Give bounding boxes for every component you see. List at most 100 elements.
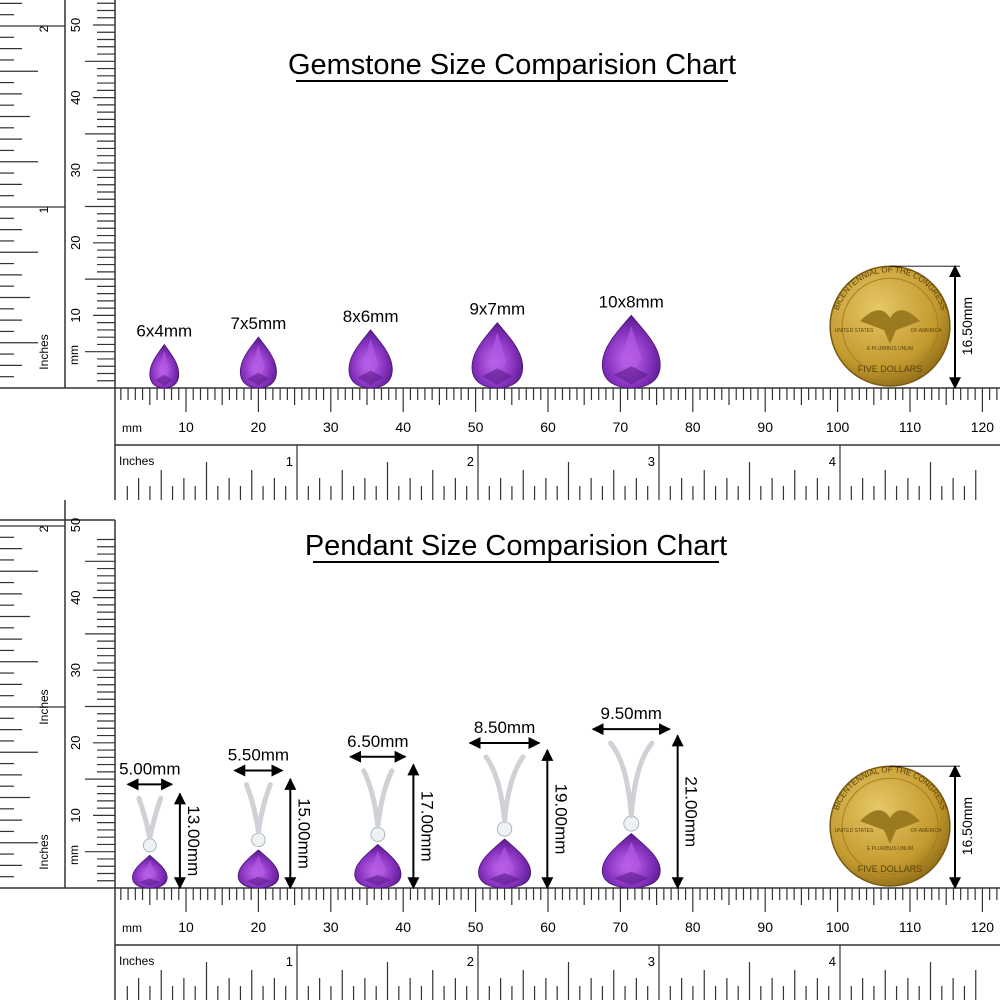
mm-tick-label: 100: [826, 919, 850, 935]
inch-tick-label: 2: [467, 954, 474, 969]
gemstone-size-label: 6x4mm: [136, 321, 192, 340]
gem-facet: [155, 374, 173, 386]
pendant-item: 9.50mm 21.00mm: [591, 704, 701, 890]
gem-facet: [482, 368, 513, 385]
pendant-height-label: 13.00mm: [184, 805, 203, 876]
gemstone-item: 8x6mm: [343, 307, 399, 389]
vertical-inch-unit-label: Inches: [37, 689, 51, 724]
vertical-mm-tick-label: 20: [68, 736, 83, 750]
vertical-mm-unit-label: mm: [67, 845, 81, 865]
coin-diameter-label: 16.50mm: [959, 297, 975, 355]
mm-tick-label: 20: [251, 419, 267, 435]
pendant-bail: [361, 768, 395, 829]
coin-text-left: UNITED STATES: [835, 828, 874, 834]
coin-rim: [841, 777, 939, 875]
pendant-width-label: 5.50mm: [228, 746, 289, 765]
gem-facet: [621, 841, 642, 877]
mm-unit-label: mm: [122, 421, 142, 435]
inch-tick-label: 4: [829, 454, 836, 469]
vertical-inch-tick-label: 1: [37, 206, 51, 213]
pendant-height-label: 17.00mm: [417, 791, 436, 862]
mm-tick-label: 10: [178, 919, 194, 935]
vertical-mm-tick-label: 10: [68, 308, 83, 322]
inch-unit-label: Inches: [119, 954, 154, 968]
diamond-accent: [142, 838, 157, 853]
coin-diameter-label: 16.50mm: [959, 797, 975, 855]
gemstone-item: 6x4mm: [136, 321, 192, 389]
mm-tick-label: 90: [757, 419, 773, 435]
coin-motto: E PLURIBUS UNUM: [867, 846, 913, 852]
mm-tick-label: 80: [685, 919, 701, 935]
vertical-inch-tick-label: 2: [37, 525, 51, 532]
vertical-mm-tick-label: 30: [68, 163, 83, 177]
mm-tick-label: 10: [178, 419, 194, 435]
inch-tick-label: 3: [648, 454, 655, 469]
mm-tick-label: 30: [323, 919, 339, 935]
coin-text-right: OF AMERICA: [911, 328, 943, 334]
vertical-inch-tick-label: 2: [37, 25, 51, 32]
vertical-mm-tick-label: 20: [68, 236, 83, 250]
gem-facet: [363, 874, 392, 886]
pendant-item: 6.50mm 17.00mm: [347, 732, 436, 890]
inch-tick-label: 1: [286, 954, 293, 969]
diamond-accent: [496, 821, 513, 837]
mm-tick-label: 90: [757, 919, 773, 935]
mm-tick-label: 50: [468, 919, 484, 935]
gem-facet: [369, 850, 386, 879]
gemstone-size-label: 7x5mm: [231, 314, 287, 333]
vertical-mm-tick-label: 50: [68, 18, 83, 32]
gemstone-size-label: 9x7mm: [469, 300, 525, 319]
diamond-accent: [370, 827, 386, 842]
diamond-accent: [251, 832, 266, 848]
gem-facet: [143, 860, 156, 881]
vertical-mm-tick-label: 40: [68, 90, 83, 104]
pendant-item: 8.50mm 19.00mm: [468, 718, 570, 890]
coin-motto: E PLURIBUS UNUM: [867, 346, 913, 352]
vertical-mm-tick-label: 10: [68, 808, 83, 822]
gem-facet: [363, 338, 379, 376]
pendant-width-label: 9.50mm: [601, 704, 662, 723]
mm-tick-label: 60: [540, 419, 556, 435]
gem-facet: [357, 370, 384, 386]
mm-tick-label: 80: [685, 419, 701, 435]
gem-facet: [139, 878, 161, 887]
mm-tick-label: 120: [971, 919, 995, 935]
gem-facet: [495, 846, 514, 878]
gemstone-item: 10x8mm: [599, 292, 664, 389]
gem-facet: [159, 350, 170, 379]
gemstone-size-label: 8x6mm: [343, 307, 399, 326]
mm-tick-label: 70: [613, 419, 629, 435]
vertical-inch-unit-label: Inches: [37, 334, 51, 369]
gem-facet: [488, 332, 507, 374]
pendant-bail: [608, 740, 655, 819]
pendant-width-label: 8.50mm: [474, 718, 535, 737]
mm-tick-label: 100: [826, 419, 850, 435]
chart-title: Pendant Size Comparision Chart: [305, 530, 727, 562]
pendant-height-label: 21.00mm: [682, 776, 701, 847]
pendant-section: 10 20 30 40 50 60 70 80 90 100 110 120 mm 1 2 3 4 Inches 1…: [0, 500, 1000, 1000]
pendant-height-label: 19.00mm: [551, 784, 570, 855]
eagle-icon: [860, 310, 920, 345]
inch-tick-label: 4: [829, 954, 836, 969]
pendant-item: 5.00mm 13.00mm: [119, 759, 203, 890]
coin-text-left: UNITED STATES: [835, 328, 874, 334]
pendant-width-label: 5.00mm: [119, 759, 180, 778]
vertical-mm-tick-label: 40: [68, 590, 83, 604]
gem-facet: [251, 855, 266, 880]
gem-facet: [621, 326, 642, 373]
pendant-bail: [483, 754, 526, 824]
pendant-bail: [243, 782, 273, 835]
vertical-mm-tick-label: 30: [68, 663, 83, 677]
coin-text-right: OF AMERICA: [911, 828, 943, 834]
pendant-bail: [136, 795, 164, 840]
mm-tick-label: 110: [899, 419, 922, 435]
mm-tick-label: 40: [395, 419, 411, 435]
mm-tick-label: 40: [395, 919, 411, 935]
vertical-mm-unit-label: mm: [67, 345, 81, 365]
vertical-mm-tick-label: 50: [68, 518, 83, 532]
mm-tick-label: 20: [251, 919, 267, 935]
